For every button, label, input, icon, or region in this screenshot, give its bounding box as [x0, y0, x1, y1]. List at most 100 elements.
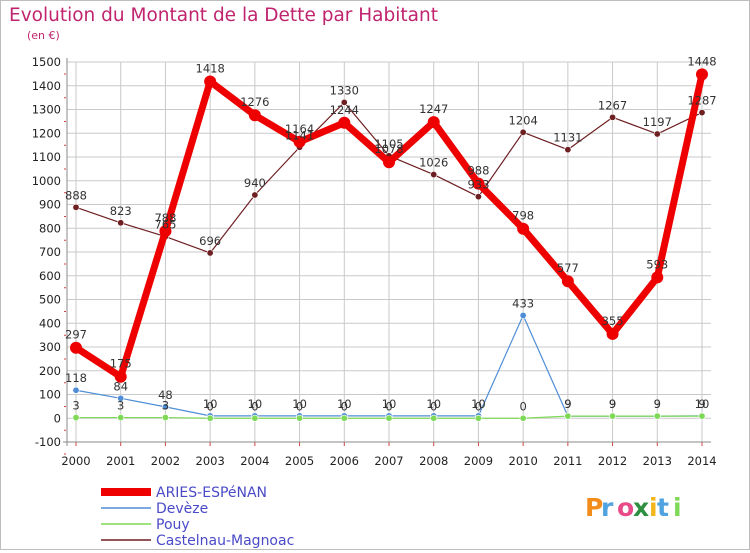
series-point-2: [161, 414, 169, 422]
series-point-3: [251, 191, 259, 199]
data-label-2: 0: [341, 399, 348, 413]
legend-label: Pouy: [156, 517, 190, 533]
data-label-3: 1131: [553, 131, 582, 145]
x-tick-label: 2004: [240, 454, 269, 468]
y-tick-label: 100: [39, 388, 61, 402]
data-label-3: 1330: [330, 83, 359, 97]
x-tick-label: 2009: [464, 454, 493, 468]
y-tick-label: 1500: [32, 55, 61, 69]
x-tick-label: 2008: [419, 454, 448, 468]
series-point-0: [338, 116, 351, 129]
series-point-1: [519, 311, 527, 319]
data-label-2: 9: [698, 397, 705, 411]
data-label-1: 9: [654, 397, 661, 411]
series-point-3: [117, 219, 125, 227]
data-label-3: 940: [244, 176, 266, 190]
data-label-0: 1078: [374, 142, 403, 156]
series-point-2: [653, 412, 661, 420]
data-label-0: 1276: [240, 95, 269, 109]
data-label-2: 3: [162, 399, 169, 413]
x-tick-label: 2003: [196, 454, 225, 468]
data-label-0: 1418: [196, 61, 225, 75]
data-label-1: 433: [512, 296, 534, 310]
y-tick-label: 1400: [32, 79, 61, 93]
data-label-2: 9: [609, 397, 616, 411]
data-label-1: 10: [695, 397, 710, 411]
data-label-0: 988: [467, 164, 489, 178]
x-tick-label: 2010: [509, 454, 538, 468]
data-label-3: 765: [154, 218, 176, 232]
legend-label: ARIES-ESPéNAN: [156, 485, 267, 501]
series-point-0: [293, 135, 306, 148]
series-point-2: [519, 414, 527, 422]
brand-logo-letter: r: [601, 493, 614, 522]
series-point-1: [161, 403, 169, 411]
data-label-3: 1267: [598, 98, 627, 112]
brand-logo-letter: i: [673, 493, 682, 522]
series-point-0: [114, 370, 127, 383]
x-tick-label: 2005: [285, 454, 314, 468]
series-point-0: [159, 225, 172, 238]
series-point-2: [609, 412, 617, 420]
legend-label: Castelnau-Magnoac: [156, 533, 294, 549]
series-point-0: [517, 222, 530, 235]
y-tick-label: 1200: [32, 126, 61, 140]
data-label-2: 3: [72, 399, 79, 413]
series-point-2: [251, 414, 259, 422]
series-point-2: [698, 412, 706, 420]
x-tick-label: 2011: [553, 454, 582, 468]
x-tick-label: 2013: [643, 454, 672, 468]
data-label-2: 0: [206, 399, 213, 413]
data-label-3: 823: [110, 204, 132, 218]
series-point-3: [474, 193, 482, 201]
data-label-3: 1197: [643, 115, 672, 129]
y-tick-label: 800: [39, 221, 61, 235]
data-label-3: 1105: [374, 137, 403, 151]
data-label-1: 48: [158, 388, 173, 402]
y-tick-label: 400: [39, 316, 61, 330]
series-point-3: [698, 109, 706, 117]
y-tick-label: 1000: [32, 174, 61, 188]
series-point-0: [383, 156, 395, 169]
data-label-2: 0: [519, 399, 526, 413]
data-label-0: 788: [154, 211, 176, 225]
series-point-2: [430, 414, 438, 422]
data-label-1: 118: [65, 371, 87, 385]
series-point-3: [519, 128, 527, 136]
data-label-3: 1141: [285, 128, 314, 142]
data-label-0: 798: [512, 209, 534, 223]
x-tick-label: 2000: [61, 454, 90, 468]
series-point-3: [609, 113, 617, 121]
data-label-0: 297: [65, 328, 87, 342]
data-label-0: 577: [557, 261, 579, 275]
data-label-2: 0: [251, 399, 258, 413]
series-point-0: [651, 271, 664, 284]
brand-logo-letter: x: [633, 493, 649, 522]
series-point-2: [206, 414, 214, 422]
data-label-2: 0: [296, 399, 303, 413]
chart-subtitle: (en €): [27, 29, 60, 42]
y-tick-label: 700: [39, 245, 61, 259]
series-point-0: [472, 177, 485, 190]
series-point-2: [385, 414, 393, 422]
x-tick-label: 2014: [687, 454, 716, 468]
data-label-2: 0: [430, 399, 437, 413]
data-label-1: 9: [564, 397, 571, 411]
data-label-2: 9: [564, 397, 571, 411]
y-tick-label: 0: [54, 411, 61, 425]
x-tick-label: 2007: [374, 454, 403, 468]
data-label-2: 9: [654, 397, 661, 411]
y-tick-label: 200: [39, 364, 61, 378]
y-tick-label: 500: [39, 293, 61, 307]
series-point-0: [70, 341, 82, 354]
series-point-0: [606, 327, 619, 340]
series-point-3: [340, 98, 348, 106]
data-label-0: 1448: [687, 54, 716, 68]
series-point-0: [204, 75, 217, 88]
series-point-0: [427, 116, 440, 129]
series-point-2: [340, 414, 348, 422]
series-point-1: [72, 386, 80, 394]
series-point-1: [117, 394, 125, 402]
